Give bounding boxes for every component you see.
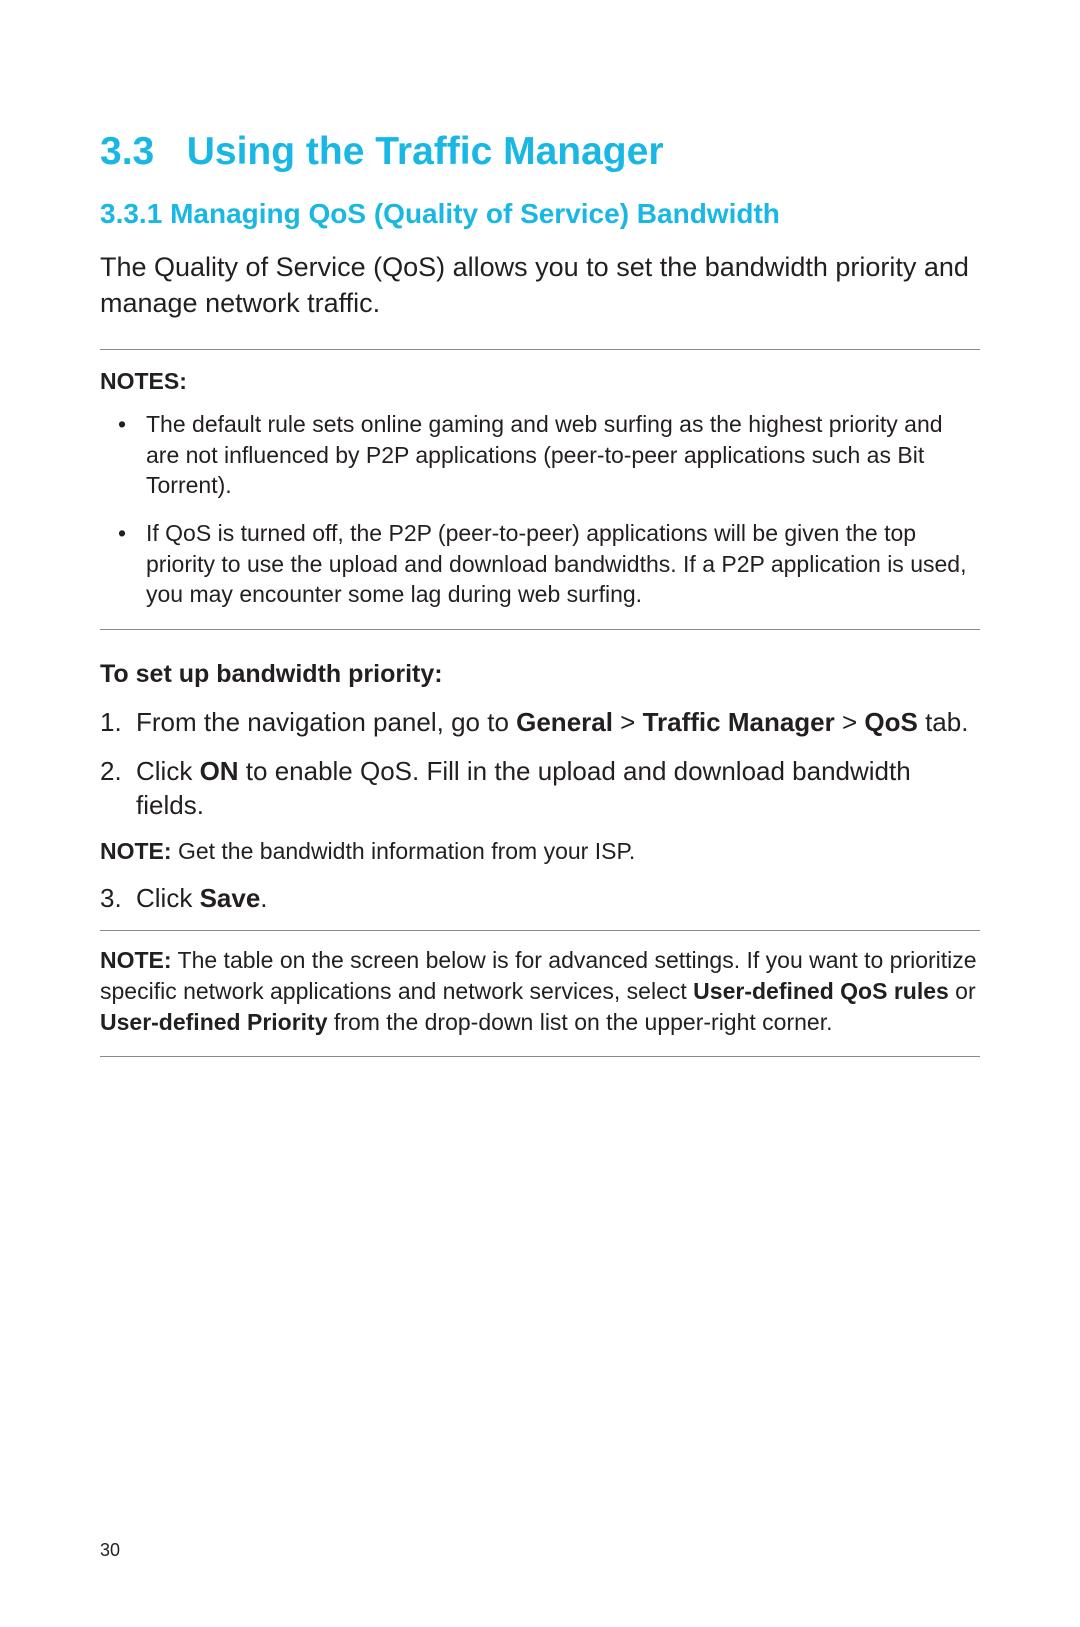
divider [100, 349, 980, 350]
step-text: From the navigation panel, go to [136, 707, 516, 737]
note-bold: User-defined Priority [100, 1009, 328, 1035]
divider [100, 1056, 980, 1057]
step-text: to enable QoS. Fill in the upload and do… [136, 756, 911, 820]
note-label: NOTE: [100, 838, 172, 864]
subsection-number: 3.3.1 [100, 198, 162, 229]
intro-paragraph: The Quality of Service (QoS) allows you … [100, 250, 980, 321]
steps-list-continued: Click Save. [100, 881, 980, 915]
notes-list: The default rule sets online gaming and … [100, 409, 980, 609]
step-item: From the navigation panel, go to General… [100, 705, 980, 739]
step-text: tab. [918, 707, 969, 737]
step-item: Click ON to enable QoS. Fill in the uplo… [100, 754, 980, 823]
note-label: NOTE: [100, 947, 172, 973]
inline-note-table: NOTE: The table on the screen below is f… [100, 931, 980, 1056]
step-text: > [835, 707, 865, 737]
notes-label: NOTES: [100, 368, 980, 395]
step-bold: ON [200, 756, 239, 786]
steps-list: From the navigation panel, go to General… [100, 705, 980, 822]
note-item: If QoS is turned off, the P2P (peer-to-p… [128, 518, 980, 609]
note-item: The default rule sets online gaming and … [128, 409, 980, 500]
section-title: Using the Traffic Manager [187, 130, 664, 173]
step-text: Click [136, 756, 200, 786]
document-page: 3.3 Using the Traffic Manager 3.3.1 Mana… [0, 0, 1080, 1117]
steps-label: To set up bandwidth priority: [100, 660, 980, 689]
step-text: > [613, 707, 643, 737]
step-item: Click Save. [100, 881, 980, 915]
note-bold: User-defined QoS rules [693, 978, 949, 1004]
note-text: Get the bandwidth information from your … [172, 838, 636, 864]
step-bold: Save [200, 883, 261, 913]
section-number: 3.3 [100, 130, 154, 173]
inline-note-isp: NOTE: Get the bandwidth information from… [100, 836, 980, 867]
note-text: or [949, 978, 976, 1004]
subsection-title: Managing QoS (Quality of Service) Bandwi… [170, 198, 780, 229]
step-bold: General [516, 707, 613, 737]
step-bold: Traffic Manager [643, 707, 835, 737]
step-text: Click [136, 883, 200, 913]
divider [100, 629, 980, 630]
section-heading: 3.3 Using the Traffic Manager [100, 130, 980, 174]
subsection-heading: 3.3.1 Managing QoS (Quality of Service) … [100, 198, 980, 230]
step-text: . [260, 883, 267, 913]
page-number: 30 [100, 1540, 120, 1561]
step-bold: QoS [864, 707, 917, 737]
note-text: from the drop-down list on the upper-rig… [328, 1009, 833, 1035]
